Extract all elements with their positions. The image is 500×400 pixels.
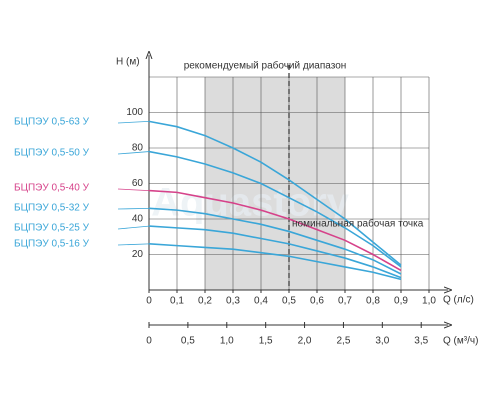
leader-line — [117, 188, 150, 191]
x2-tick-label: 1,5 — [259, 336, 273, 347]
x-tick-label: 0,1 — [170, 296, 184, 307]
x2-axis-label: Q (м³/ч) — [443, 336, 478, 347]
leader-line — [117, 207, 150, 210]
watermark: Aquastory — [151, 181, 350, 225]
x2-tick-label: 0 — [146, 336, 152, 347]
curve — [148, 150, 402, 268]
y-tick-label: 100 — [126, 107, 143, 118]
leader-line — [117, 225, 150, 230]
x-tick-label: 0,2 — [198, 296, 212, 307]
legend-label: БЦПЭУ 0,5-50 У — [14, 148, 90, 159]
x-axis-label: Q (л/с) — [443, 295, 474, 306]
legend-label: БЦПЭУ 0,5-63 У — [14, 117, 90, 128]
x2-tick-label: 2,0 — [298, 336, 312, 347]
x-tick-label: 0,8 — [366, 296, 380, 307]
curve — [148, 120, 402, 266]
legend-label: БЦПЭУ 0,5-32 У — [14, 203, 90, 214]
x-tick-label: 0 — [146, 296, 152, 307]
x2-tick-label: 2,5 — [336, 336, 350, 347]
curve — [148, 189, 402, 272]
leader-line — [117, 120, 150, 124]
curve — [148, 243, 402, 281]
legend-label: БЦПЭУ 0,5-40 У — [14, 183, 90, 194]
x2-tick-label: 1,0 — [220, 336, 234, 347]
curve — [148, 207, 402, 275]
x-tick-label: 0,6 — [310, 296, 324, 307]
y-tick-label: 80 — [132, 143, 144, 154]
legend-label: БЦПЭУ 0,5-16 У — [14, 239, 90, 250]
point-annotation: номинальная рабочая точка — [292, 218, 424, 230]
y-tick-label: 20 — [132, 249, 144, 260]
x2-tick-label: 3,0 — [375, 336, 389, 347]
x-tick-label: 0,4 — [254, 296, 268, 307]
x-tick-label: 0,5 — [282, 296, 296, 307]
leader-line — [117, 243, 150, 246]
y-axis-label: H (м) — [116, 57, 140, 68]
legend-label: БЦПЭУ 0,5-25 У — [14, 223, 90, 234]
x-tick-label: 0,9 — [394, 296, 408, 307]
x2-tick-label: 3,5 — [414, 336, 428, 347]
y-tick-label: 40 — [132, 214, 144, 225]
x2-tick-label: 0,5 — [181, 336, 195, 347]
y-tick-label: 60 — [132, 178, 144, 189]
x-tick-label: 1,0 — [422, 296, 436, 307]
leader-line — [117, 151, 150, 155]
x-tick-label: 0,7 — [338, 296, 352, 307]
curve — [148, 225, 402, 279]
range-annotation: рекомендуемый рабочий диапазон — [184, 60, 347, 72]
x-tick-label: 0,3 — [226, 296, 240, 307]
